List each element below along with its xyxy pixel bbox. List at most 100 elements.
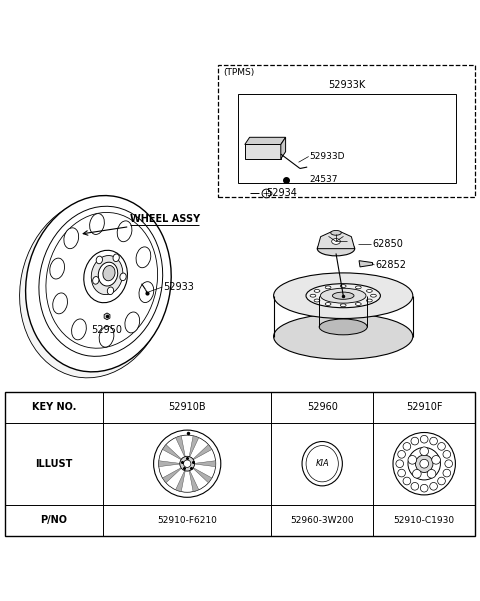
Ellipse shape — [20, 199, 168, 378]
Polygon shape — [189, 436, 199, 459]
Circle shape — [420, 459, 429, 468]
Circle shape — [412, 469, 421, 478]
Text: KIA: KIA — [315, 459, 329, 468]
Text: 62850: 62850 — [372, 239, 403, 249]
Text: 52950: 52950 — [92, 325, 122, 335]
Circle shape — [262, 189, 271, 198]
Ellipse shape — [306, 445, 338, 482]
Ellipse shape — [39, 206, 163, 356]
Polygon shape — [162, 466, 183, 483]
Text: ILLUST: ILLUST — [36, 459, 72, 469]
Ellipse shape — [306, 284, 380, 308]
Polygon shape — [317, 232, 355, 249]
Circle shape — [443, 469, 451, 477]
Ellipse shape — [25, 195, 171, 372]
Ellipse shape — [332, 239, 340, 245]
Circle shape — [420, 435, 428, 443]
Ellipse shape — [50, 258, 64, 279]
Polygon shape — [191, 466, 212, 483]
Circle shape — [398, 469, 406, 477]
Bar — [5, 392, 475, 535]
Circle shape — [403, 442, 411, 450]
Ellipse shape — [367, 299, 372, 302]
Text: 52933K: 52933K — [328, 81, 365, 90]
Ellipse shape — [136, 247, 151, 267]
Circle shape — [432, 456, 440, 464]
Ellipse shape — [53, 293, 68, 314]
Text: KEY NO.: KEY NO. — [32, 402, 76, 412]
Ellipse shape — [367, 290, 372, 292]
Polygon shape — [189, 468, 199, 492]
Ellipse shape — [274, 314, 413, 359]
Text: 52910-F6210: 52910-F6210 — [157, 516, 217, 525]
Ellipse shape — [93, 276, 99, 284]
Ellipse shape — [340, 304, 346, 307]
Ellipse shape — [96, 256, 102, 264]
Ellipse shape — [103, 266, 115, 281]
Polygon shape — [176, 436, 186, 459]
Text: P/NO: P/NO — [40, 515, 68, 525]
Ellipse shape — [332, 292, 354, 299]
Circle shape — [445, 460, 453, 468]
Ellipse shape — [371, 294, 376, 297]
Ellipse shape — [90, 213, 104, 234]
Circle shape — [416, 455, 433, 472]
Text: 62852: 62852 — [375, 260, 407, 270]
Circle shape — [443, 451, 451, 458]
Ellipse shape — [314, 299, 320, 302]
Circle shape — [411, 483, 419, 490]
Circle shape — [438, 442, 445, 450]
Polygon shape — [191, 445, 212, 461]
Ellipse shape — [120, 273, 126, 281]
Text: 52960-3W200: 52960-3W200 — [290, 516, 354, 525]
Ellipse shape — [317, 242, 355, 256]
Polygon shape — [162, 445, 183, 461]
Circle shape — [180, 456, 194, 471]
Ellipse shape — [72, 319, 86, 340]
Polygon shape — [359, 261, 372, 267]
Polygon shape — [192, 461, 216, 467]
Ellipse shape — [321, 288, 366, 303]
Polygon shape — [245, 137, 286, 144]
Circle shape — [430, 483, 437, 490]
Ellipse shape — [84, 250, 127, 303]
Ellipse shape — [64, 228, 79, 249]
Ellipse shape — [274, 273, 413, 319]
Ellipse shape — [319, 288, 367, 304]
Text: 52910-C1930: 52910-C1930 — [394, 516, 455, 525]
Circle shape — [183, 460, 191, 468]
Circle shape — [408, 448, 441, 480]
Ellipse shape — [302, 442, 342, 486]
Circle shape — [154, 430, 221, 497]
Ellipse shape — [319, 319, 367, 335]
Ellipse shape — [310, 294, 316, 297]
Ellipse shape — [331, 230, 341, 235]
Circle shape — [411, 438, 419, 445]
Ellipse shape — [99, 326, 114, 347]
Circle shape — [408, 456, 417, 464]
Ellipse shape — [117, 221, 132, 242]
Circle shape — [420, 484, 428, 492]
Polygon shape — [281, 137, 286, 159]
Polygon shape — [104, 313, 110, 320]
Ellipse shape — [91, 255, 123, 294]
Ellipse shape — [98, 262, 118, 286]
Circle shape — [438, 477, 445, 485]
Ellipse shape — [139, 282, 154, 302]
Polygon shape — [176, 468, 186, 492]
Circle shape — [393, 433, 456, 495]
Text: 52933D: 52933D — [310, 152, 345, 161]
Circle shape — [396, 460, 404, 468]
Ellipse shape — [125, 312, 140, 333]
Circle shape — [430, 438, 437, 445]
Text: WHEEL ASSY: WHEEL ASSY — [130, 214, 200, 224]
Text: 24537: 24537 — [310, 175, 338, 184]
Ellipse shape — [46, 213, 157, 348]
Ellipse shape — [355, 302, 361, 305]
Circle shape — [398, 451, 406, 458]
Polygon shape — [159, 461, 182, 467]
Circle shape — [403, 477, 411, 485]
Text: 52910F: 52910F — [406, 402, 443, 412]
Ellipse shape — [108, 287, 114, 294]
Circle shape — [420, 447, 429, 456]
